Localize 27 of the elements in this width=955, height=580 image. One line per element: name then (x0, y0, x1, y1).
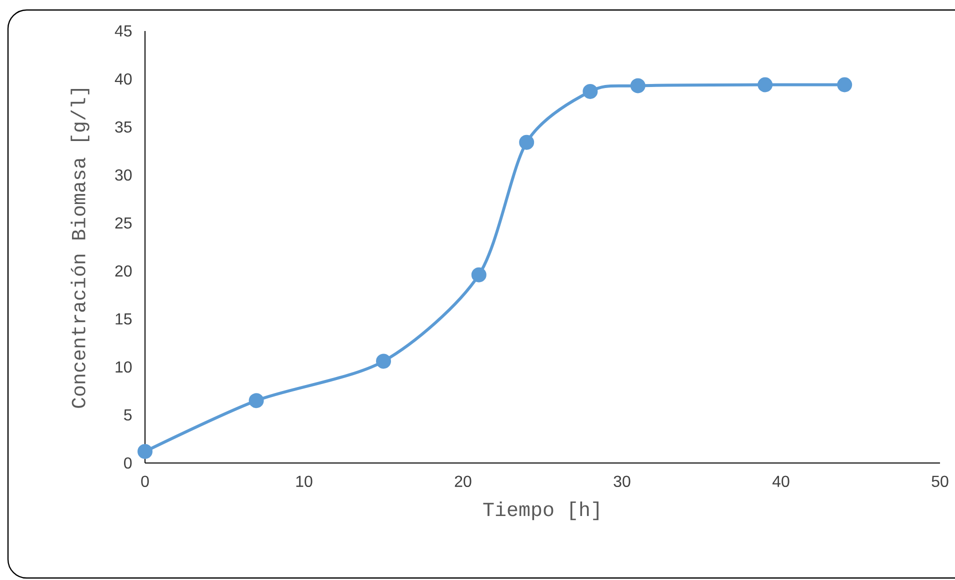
y-tick-label: 25 (115, 217, 132, 229)
y-tick-label: 30 (115, 169, 132, 181)
x-axis-title: Tiempo [h] (483, 502, 598, 520)
point (758, 77, 773, 92)
x-tick-label: 0 (141, 476, 149, 488)
y-tick-label: 15 (116, 313, 132, 325)
point (582, 84, 598, 99)
point (248, 393, 264, 408)
point (376, 354, 392, 369)
y-axis-title: Concentración Biomasa [g/l] (70, 89, 90, 408)
point (630, 78, 646, 94)
y-tick-label: 40 (114, 73, 132, 85)
point (837, 77, 852, 92)
y-tick-label: 5 (124, 409, 132, 421)
x-tick-label: 40 (772, 476, 790, 488)
point (138, 444, 153, 459)
x-tick-label: 30 (614, 476, 630, 488)
y-tick-label: 0 (124, 457, 132, 469)
y-tick-label: 10 (116, 361, 132, 373)
x-tick-label: 10 (296, 476, 312, 488)
point (471, 267, 486, 282)
y-tick-label: 20 (115, 265, 132, 277)
x-tick-label: 50 (932, 476, 948, 488)
y-tick-label: 35 (115, 121, 132, 133)
x-tick-label: 20 (454, 476, 472, 488)
point (519, 134, 534, 150)
y-tick-label: 45 (114, 25, 132, 37)
